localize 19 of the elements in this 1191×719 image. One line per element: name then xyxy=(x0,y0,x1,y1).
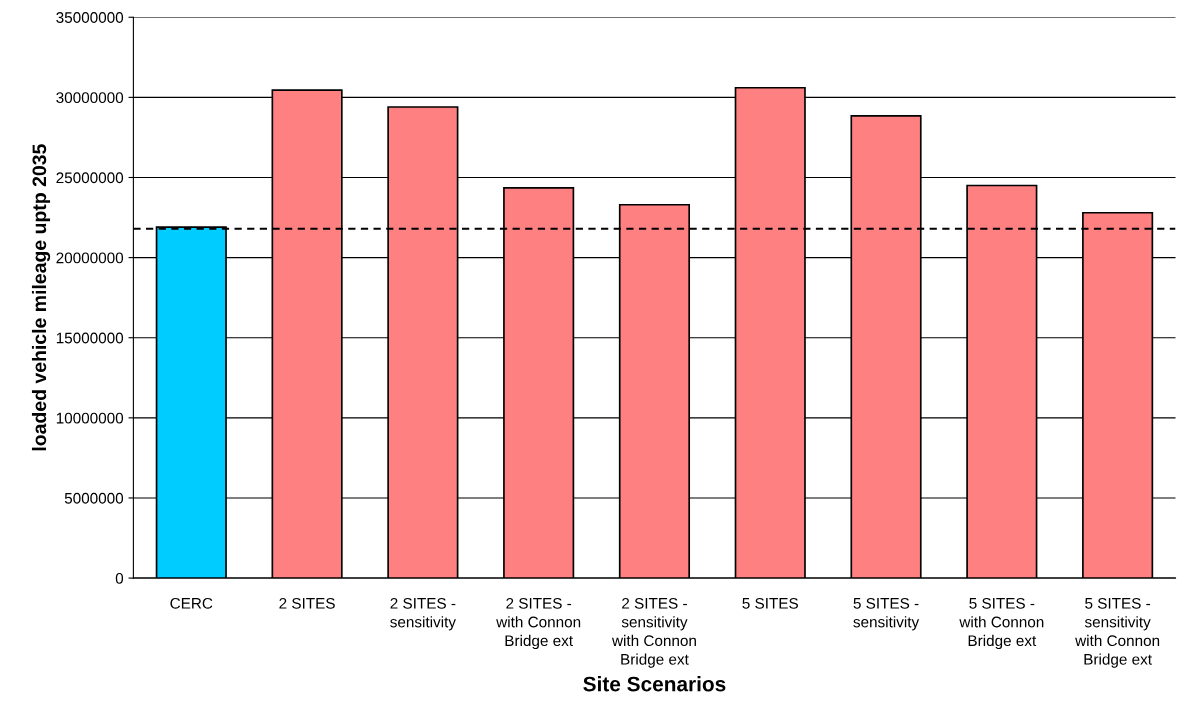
y-tick-label: 25000000 xyxy=(56,172,124,184)
x-tick-label: 2 SITES xyxy=(279,597,335,609)
x-axis-title: Site Scenarios xyxy=(583,676,726,692)
x-tick-label: 5 SITES xyxy=(742,597,798,609)
x-tick-label: 5 SITES - sensitivity xyxy=(853,597,920,631)
x-tick-label: 2 SITES - with Connon Bridge ext xyxy=(496,597,581,650)
x-tick-label: CERC xyxy=(170,597,213,609)
y-tick-label: 5000000 xyxy=(64,492,124,504)
y-tick-label: 35000000 xyxy=(56,12,124,23)
y-tick-label: 15000000 xyxy=(56,332,124,344)
y-tick-label: 10000000 xyxy=(56,412,124,424)
y-axis-title: loaded vehicle mileage uptp 2035 xyxy=(31,144,51,451)
y-tick-label: 30000000 xyxy=(56,92,124,104)
y-tick-label: 0 xyxy=(115,572,124,584)
y-tick-label: 20000000 xyxy=(56,252,124,264)
x-tick-label: 5 SITES - sensitivity with Connon Bridge ext xyxy=(1075,597,1160,668)
x-tick-label: 2 SITES - sensitivity with Connon Bridge ext xyxy=(611,597,696,668)
x-tick-label: 2 SITES - sensitivity xyxy=(390,597,456,631)
x-tick-label: 5 SITES - with Connon Bridge ext xyxy=(959,597,1044,650)
